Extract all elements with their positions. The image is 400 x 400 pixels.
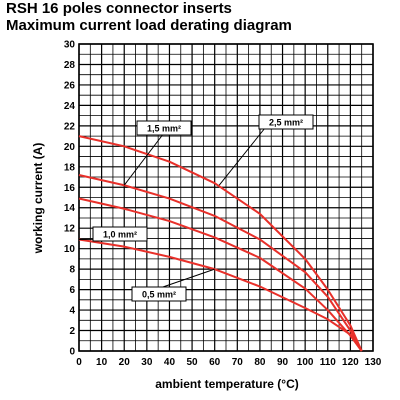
- y-tick-label: 22: [64, 121, 76, 132]
- y-tick-label: 4: [69, 306, 75, 317]
- series-line: [78, 174, 363, 352]
- y-tick-label: 2: [69, 326, 75, 337]
- series-line: [78, 238, 363, 352]
- x-tick-label: 100: [297, 357, 314, 368]
- y-axis-label: working current (A): [31, 143, 45, 255]
- x-tick-label: 110: [320, 357, 337, 368]
- y-tick-label: 18: [64, 162, 76, 173]
- x-tick-label: 120: [342, 357, 359, 368]
- y-tick-label: 0: [69, 347, 75, 358]
- annotation-box: [136, 120, 192, 136]
- x-axis-label: ambient temperature (°C): [155, 377, 299, 391]
- y-tick-label: 30: [64, 40, 76, 51]
- annotation-label: 1,0 mm²: [103, 230, 137, 240]
- y-tick-label: 12: [64, 224, 76, 235]
- x-tick-label: 70: [232, 357, 244, 368]
- series-labels: 1,5 mm² 2,5 mm² 1,0 mm² 0,5 mm²: [78, 114, 314, 302]
- grid: [78, 43, 374, 352]
- x-tick-label: 20: [119, 357, 131, 368]
- x-tick-label: 60: [209, 357, 221, 368]
- annotation-leader-line: [159, 268, 215, 289]
- annotation-label: 1,5 mm²: [147, 124, 181, 134]
- y-tick-label: 20: [64, 142, 76, 153]
- y-tick-label: 8: [69, 265, 75, 276]
- annotation-box: [131, 286, 187, 302]
- x-tick-label: 50: [187, 357, 199, 368]
- annotation-leader-line: [123, 132, 165, 186]
- y-tick-label: 6: [69, 285, 75, 296]
- chart-title: RSH 16 poles connector inserts: [6, 0, 232, 17]
- y-tick-label: 28: [64, 60, 76, 71]
- x-tick-label: 80: [254, 357, 266, 368]
- y-tick-label: 14: [64, 203, 76, 214]
- annotation-leader-line: [218, 127, 266, 186]
- series-lines: [78, 135, 363, 352]
- y-tick-label: 16: [64, 183, 76, 194]
- x-tick-label: 0: [76, 357, 82, 368]
- chart-subtitle: Maximum current load derating diagram: [6, 17, 292, 34]
- axes: 0 10 20 30 40 50 60 70 80 90 100 110 120 130024681012…: [64, 40, 382, 369]
- x-tick-label: 40: [164, 357, 176, 368]
- annotation-label: 0,5 mm²: [142, 290, 176, 300]
- annotation-box: [92, 226, 148, 242]
- y-tick-label: 10: [64, 244, 76, 255]
- y-tick-label: 26: [64, 80, 76, 91]
- series-line: [78, 197, 363, 352]
- annotation-box: [258, 114, 314, 130]
- x-tick-label: 90: [277, 357, 289, 368]
- plot-frame: [78, 43, 374, 352]
- x-tick-label: 30: [141, 357, 153, 368]
- y-tick-label: 24: [64, 101, 76, 112]
- x-tick-label: 130: [365, 357, 382, 368]
- annotation-label: 2,5 mm²: [269, 118, 303, 128]
- series-line: [78, 135, 363, 352]
- x-tick-label: 10: [96, 357, 108, 368]
